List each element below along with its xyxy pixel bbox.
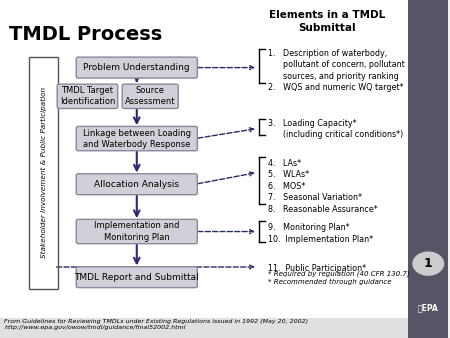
FancyBboxPatch shape (76, 126, 197, 151)
Text: From Guidelines for Reviewing TMDLs under Existing Regulations issued in 1992 (M: From Guidelines for Reviewing TMDLs unde… (4, 319, 309, 330)
Text: ⓄEPA: ⓄEPA (418, 303, 439, 312)
FancyBboxPatch shape (0, 318, 408, 338)
Text: 3.   Loading Capacity*
      (including critical conditions*): 3. Loading Capacity* (including critical… (268, 119, 403, 140)
Text: Problem Understanding: Problem Understanding (83, 63, 190, 72)
Circle shape (413, 252, 444, 275)
Text: TMDL Report and Submittal: TMDL Report and Submittal (74, 273, 199, 282)
Text: * Required by regulation (40 CFR 130.7)
* Recommended through guidance: * Required by regulation (40 CFR 130.7) … (268, 270, 410, 285)
Text: TMDL Target
Identification: TMDL Target Identification (60, 86, 115, 106)
Text: Stakeholder Involvement & Public Participation: Stakeholder Involvement & Public Partici… (40, 87, 46, 258)
FancyBboxPatch shape (76, 57, 197, 78)
FancyBboxPatch shape (122, 84, 178, 108)
Text: 11.  Public Participation*: 11. Public Participation* (268, 264, 366, 273)
Text: Allocation Analysis: Allocation Analysis (94, 180, 179, 189)
Text: TMDL Process: TMDL Process (9, 25, 162, 44)
FancyBboxPatch shape (57, 84, 118, 108)
FancyBboxPatch shape (76, 267, 197, 288)
Text: Elements in a TMDL
Submittal: Elements in a TMDL Submittal (269, 10, 386, 33)
Text: 4.   LAs*
5.   WLAs*
6.   MOS*
7.   Seasonal Variation*
8.   Reasonable Assuranc: 4. LAs* 5. WLAs* 6. MOS* 7. Seasonal Var… (268, 159, 378, 214)
Text: Source
Assessment: Source Assessment (125, 86, 176, 106)
Text: 1: 1 (424, 257, 432, 270)
FancyBboxPatch shape (0, 0, 408, 318)
Text: 1.   Description of waterbody,
      pollutant of concern, pollutant
      sourc: 1. Description of waterbody, pollutant o… (268, 49, 405, 92)
FancyBboxPatch shape (76, 219, 197, 244)
FancyBboxPatch shape (76, 174, 197, 195)
Text: Implementation and
Monitoring Plan: Implementation and Monitoring Plan (94, 221, 180, 242)
FancyBboxPatch shape (408, 0, 449, 338)
Text: Linkage between Loading
and Waterbody Response: Linkage between Loading and Waterbody Re… (83, 128, 191, 149)
Text: 9.   Monitoring Plan*
10.  Implementation Plan*: 9. Monitoring Plan* 10. Implementation P… (268, 223, 374, 244)
